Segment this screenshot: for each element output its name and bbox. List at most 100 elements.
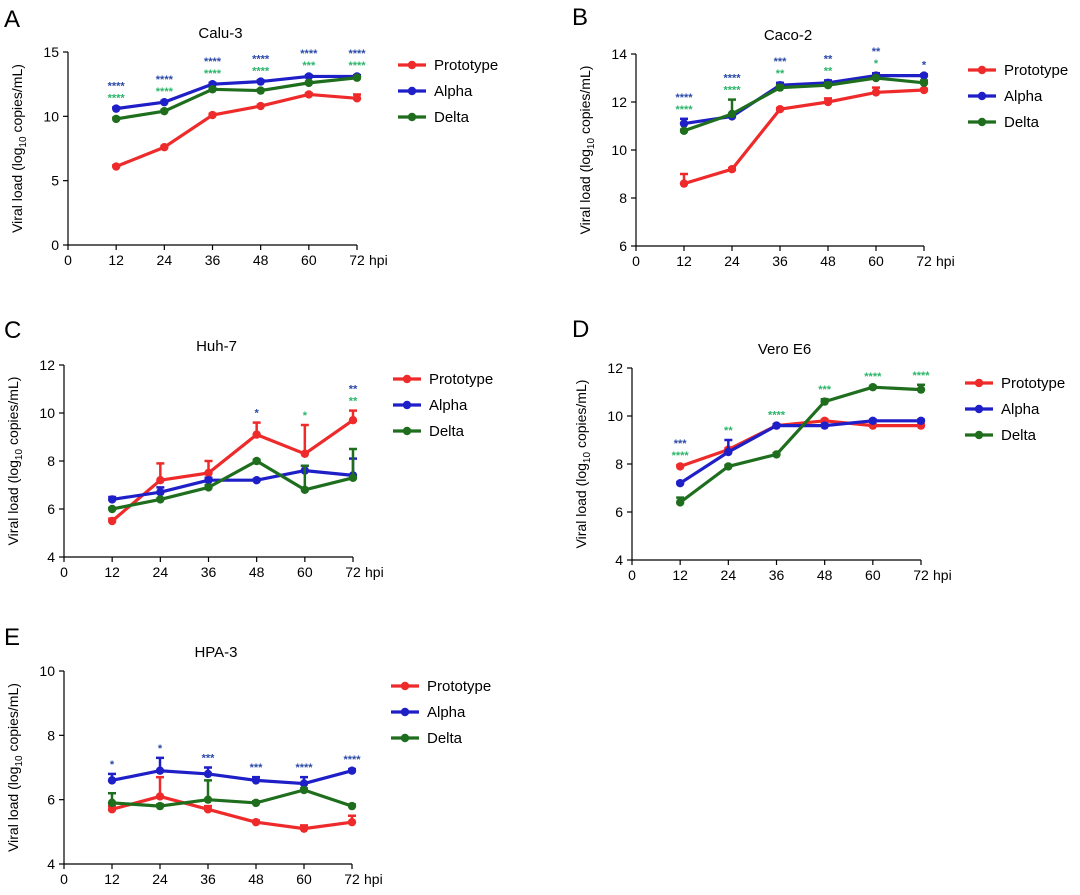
point-delta bbox=[208, 85, 217, 94]
panel-letter: E bbox=[4, 624, 20, 651]
x-tick-label: 60 bbox=[865, 567, 881, 583]
series-alpha bbox=[107, 756, 357, 788]
significance-alpha: **** bbox=[204, 56, 222, 68]
point-delta bbox=[204, 483, 213, 492]
point-alpha bbox=[868, 416, 878, 425]
legend: Prototype Alpha Delta bbox=[391, 678, 491, 747]
point-alpha bbox=[919, 71, 929, 80]
point-prototype bbox=[256, 101, 265, 111]
legend-label: Alpha bbox=[1004, 88, 1043, 105]
x-tick-label: 60 bbox=[301, 252, 317, 268]
legend-swatch-marker bbox=[407, 60, 417, 70]
y-axis-label-part: Viral load (log bbox=[5, 767, 21, 852]
line-alpha bbox=[115, 74, 357, 111]
x-unit-label: hpi bbox=[365, 564, 384, 580]
significance-alpha: **** bbox=[343, 754, 361, 766]
legend-swatch-marker bbox=[974, 378, 984, 388]
significance-delta: *** bbox=[302, 60, 316, 72]
panel-letter: B bbox=[572, 4, 588, 31]
series-alpha bbox=[107, 457, 358, 504]
legend: Prototype Alpha Delta bbox=[398, 57, 498, 126]
legend-label: Alpha bbox=[427, 704, 466, 721]
legend-swatch-marker bbox=[974, 404, 984, 414]
point-delta bbox=[868, 383, 878, 392]
x-tick-label: 72 bbox=[349, 252, 365, 268]
y-axis-label-subscript: 10 bbox=[586, 138, 597, 150]
point-delta bbox=[820, 397, 829, 406]
y-axis-label-part: Viral load (log bbox=[577, 149, 593, 234]
significance-delta: **** bbox=[204, 68, 222, 80]
x-tick-label: 24 bbox=[153, 564, 169, 580]
legend-label: Alpha bbox=[429, 397, 468, 414]
legend-label: Prototype bbox=[1004, 62, 1068, 79]
point-delta bbox=[675, 498, 685, 507]
line-delta bbox=[111, 459, 354, 511]
line-alpha bbox=[679, 419, 921, 485]
point-prototype bbox=[347, 817, 357, 827]
x-unit-label: hpi bbox=[364, 871, 383, 887]
y-tick-label: 15 bbox=[43, 44, 59, 60]
significance-delta: ** bbox=[724, 425, 733, 437]
x-tick-label: 12 bbox=[104, 564, 120, 580]
x-tick-label: 12 bbox=[108, 252, 124, 268]
significance-delta: **** bbox=[348, 60, 366, 72]
point-prototype bbox=[251, 817, 261, 827]
legend-swatch-marker bbox=[402, 400, 412, 410]
point-alpha bbox=[107, 776, 117, 785]
point-prototype bbox=[208, 110, 217, 120]
x-tick-label: 48 bbox=[817, 567, 833, 583]
x-tick-label: 24 bbox=[157, 252, 173, 268]
x-tick-label: 48 bbox=[820, 253, 836, 269]
x-tick-label: 72 bbox=[344, 871, 360, 887]
significance-delta: * bbox=[874, 58, 879, 70]
x-tick-label: 12 bbox=[672, 567, 688, 583]
significance-alpha: * bbox=[922, 59, 927, 71]
y-axis-label: Viral load (log10 copies/mL) bbox=[5, 683, 25, 852]
point-prototype bbox=[299, 824, 309, 833]
y-tick-label: 4 bbox=[47, 856, 55, 872]
y-axis-label-part: copies/mL) bbox=[577, 66, 593, 138]
line-prototype bbox=[679, 419, 921, 468]
y-axis-label-part: copies/mL) bbox=[9, 64, 25, 136]
line-alpha bbox=[111, 769, 353, 786]
series-delta bbox=[107, 447, 358, 514]
legend-label: Delta bbox=[1001, 427, 1037, 444]
point-alpha bbox=[203, 769, 213, 779]
point-delta bbox=[299, 785, 309, 795]
legend-label: Alpha bbox=[434, 83, 473, 100]
panel-d: D Vero E6 0 12 24 36 48 60 72 hpi 4 6 8 10 12 Viral loa… bbox=[572, 316, 1065, 583]
y-tick-label: 10 bbox=[43, 108, 59, 124]
point-prototype bbox=[160, 143, 169, 152]
y-axis-label-part: Viral load (log bbox=[573, 463, 589, 548]
point-delta bbox=[107, 504, 117, 514]
point-alpha bbox=[304, 72, 314, 81]
legend-swatch-marker bbox=[402, 374, 412, 384]
point-delta bbox=[772, 450, 781, 459]
x-tick-label: 60 bbox=[296, 871, 312, 887]
series-prototype bbox=[111, 90, 362, 171]
point-prototype bbox=[156, 476, 165, 485]
point-delta bbox=[727, 109, 737, 119]
y-tick-label: 6 bbox=[619, 238, 627, 254]
x-tick-label: 48 bbox=[249, 564, 265, 580]
x-unit-label: hpi bbox=[936, 253, 955, 269]
x-tick-label: 48 bbox=[248, 871, 264, 887]
legend-swatch-marker bbox=[407, 112, 417, 122]
point-delta bbox=[919, 78, 929, 88]
point-alpha bbox=[204, 476, 213, 485]
point-alpha bbox=[107, 495, 117, 504]
y-axis-label-part: copies/mL) bbox=[5, 683, 21, 755]
chart-title: Calu-3 bbox=[198, 25, 242, 42]
legend: Prototype Alpha Delta bbox=[393, 371, 493, 440]
significance-delta: ** bbox=[776, 68, 785, 80]
legend-swatch-marker bbox=[974, 430, 984, 440]
series-delta bbox=[679, 73, 929, 135]
line-alpha bbox=[111, 469, 354, 501]
legend-label: Delta bbox=[434, 109, 470, 126]
point-prototype bbox=[679, 179, 689, 188]
significance-alpha: **** bbox=[108, 80, 126, 92]
point-alpha bbox=[252, 476, 261, 485]
y-tick-label: 12 bbox=[607, 360, 623, 376]
significance-alpha: **** bbox=[348, 48, 366, 60]
point-alpha bbox=[155, 766, 165, 775]
